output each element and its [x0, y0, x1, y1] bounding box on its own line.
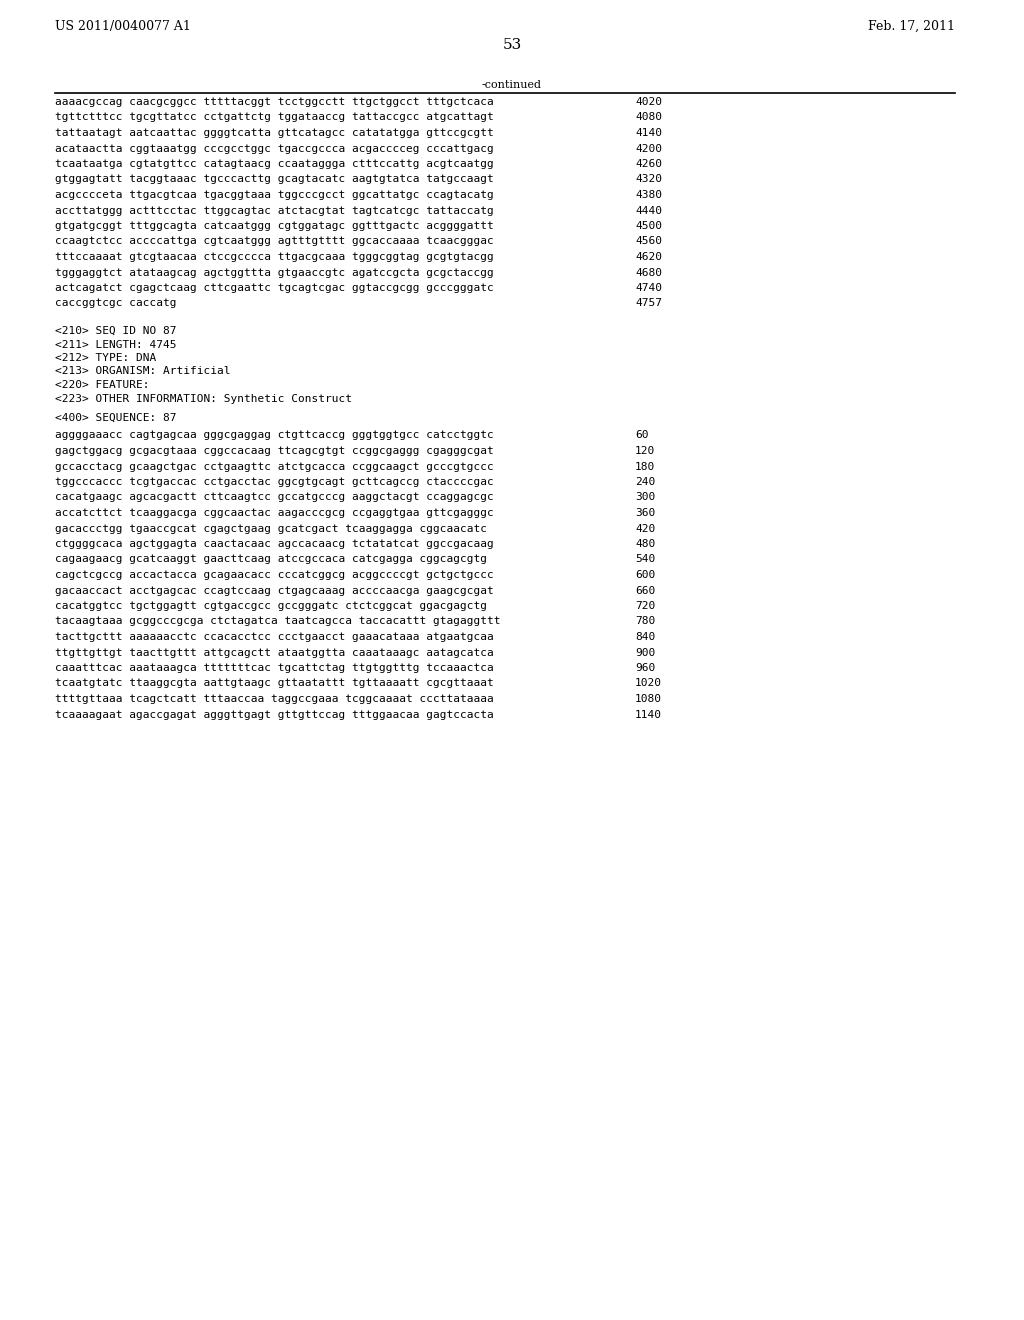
Text: cacatggtcc tgctggagtt cgtgaccgcc gccgggatc ctctcggcat ggacgagctg: cacatggtcc tgctggagtt cgtgaccgcc gccggga… [55, 601, 487, 611]
Text: <400> SEQUENCE: 87: <400> SEQUENCE: 87 [55, 413, 176, 422]
Text: cagaagaacg gcatcaaggt gaacttcaag atccgccaca catcgagga cggcagcgtg: cagaagaacg gcatcaaggt gaacttcaag atccgcc… [55, 554, 487, 565]
Text: Feb. 17, 2011: Feb. 17, 2011 [868, 20, 955, 33]
Text: tgggaggtct atataagcag agctggttta gtgaaccgtc agatccgcta gcgctaccgg: tgggaggtct atataagcag agctggttta gtgaacc… [55, 268, 494, 277]
Text: 4620: 4620 [635, 252, 662, 261]
Text: caccggtcgc caccatg: caccggtcgc caccatg [55, 298, 176, 309]
Text: cacatgaagc agcacgactt cttcaagtcc gccatgcccg aaggctacgt ccaggagcgc: cacatgaagc agcacgactt cttcaagtcc gccatgc… [55, 492, 494, 503]
Text: 4140: 4140 [635, 128, 662, 139]
Text: 300: 300 [635, 492, 655, 503]
Text: 4680: 4680 [635, 268, 662, 277]
Text: <223> OTHER INFORMATION: Synthetic Construct: <223> OTHER INFORMATION: Synthetic Const… [55, 393, 352, 404]
Text: <211> LENGTH: 4745: <211> LENGTH: 4745 [55, 339, 176, 350]
Text: aggggaaacc cagtgagcaa gggcgaggag ctgttcaccg gggtggtgcc catcctggtc: aggggaaacc cagtgagcaa gggcgaggag ctgttca… [55, 430, 494, 441]
Text: tcaataatga cgtatgttcc catagtaacg ccaataggga ctttccattg acgtcaatgg: tcaataatga cgtatgttcc catagtaacg ccaatag… [55, 158, 494, 169]
Text: tacaagtaaa gcggcccgcga ctctagatca taatcagcca taccacattt gtagaggttt: tacaagtaaa gcggcccgcga ctctagatca taatca… [55, 616, 501, 627]
Text: 60: 60 [635, 430, 648, 441]
Text: <220> FEATURE:: <220> FEATURE: [55, 380, 150, 389]
Text: 4500: 4500 [635, 220, 662, 231]
Text: 540: 540 [635, 554, 655, 565]
Text: 120: 120 [635, 446, 655, 455]
Text: gacaaccact acctgagcac ccagtccaag ctgagcaaag accccaacga gaagcgcgat: gacaaccact acctgagcac ccagtccaag ctgagca… [55, 586, 494, 595]
Text: tgttctttcc tgcgttatcc cctgattctg tggataaccg tattaccgcc atgcattagt: tgttctttcc tgcgttatcc cctgattctg tggataa… [55, 112, 494, 123]
Text: acataactta cggtaaatgg cccgcctggc tgaccgccca acgacccceg cccattgacg: acataactta cggtaaatgg cccgcctggc tgaccgc… [55, 144, 494, 153]
Text: gagctggacg gcgacgtaaa cggccacaag ttcagcgtgt ccggcgaggg cgagggcgat: gagctggacg gcgacgtaaa cggccacaag ttcagcg… [55, 446, 494, 455]
Text: cagctcgccg accactacca gcagaacacc cccatcggcg acggccccgt gctgctgccc: cagctcgccg accactacca gcagaacacc cccatcg… [55, 570, 494, 579]
Text: 240: 240 [635, 477, 655, 487]
Text: caaatttcac aaataaagca tttttttcac tgcattctag ttgtggtttg tccaaactca: caaatttcac aaataaagca tttttttcac tgcattc… [55, 663, 494, 673]
Text: aaaacgccag caacgcggcc tttttacggt tcctggcctt ttgctggcct tttgctcaca: aaaacgccag caacgcggcc tttttacggt tcctggc… [55, 96, 494, 107]
Text: 4020: 4020 [635, 96, 662, 107]
Text: 840: 840 [635, 632, 655, 642]
Text: 4200: 4200 [635, 144, 662, 153]
Text: accttatggg actttcctac ttggcagtac atctacgtat tagtcatcgc tattaccatg: accttatggg actttcctac ttggcagtac atctacg… [55, 206, 494, 215]
Text: gccacctacg gcaagctgac cctgaagttc atctgcacca ccggcaagct gcccgtgccc: gccacctacg gcaagctgac cctgaagttc atctgca… [55, 462, 494, 471]
Text: 4757: 4757 [635, 298, 662, 309]
Text: 960: 960 [635, 663, 655, 673]
Text: 4080: 4080 [635, 112, 662, 123]
Text: <210> SEQ ID NO 87: <210> SEQ ID NO 87 [55, 326, 176, 337]
Text: tcaatgtatc ttaaggcgta aattgtaagc gttaatattt tgttaaaatt cgcgttaaat: tcaatgtatc ttaaggcgta aattgtaagc gttaata… [55, 678, 494, 689]
Text: tattaatagt aatcaattac ggggtcatta gttcatagcc catatatgga gttccgcgtt: tattaatagt aatcaattac ggggtcatta gttcata… [55, 128, 494, 139]
Text: tacttgcttt aaaaaacctc ccacacctcc ccctgaacct gaaacataaa atgaatgcaa: tacttgcttt aaaaaacctc ccacacctcc ccctgaa… [55, 632, 494, 642]
Text: ctggggcaca agctggagta caactacaac agccacaacg tctatatcat ggccgacaag: ctggggcaca agctggagta caactacaac agccaca… [55, 539, 494, 549]
Text: -continued: -continued [482, 81, 542, 90]
Text: ttttgttaaa tcagctcatt tttaaccaa taggccgaaa tcggcaaaat cccttataaaa: ttttgttaaa tcagctcatt tttaaccaa taggccga… [55, 694, 494, 704]
Text: 4260: 4260 [635, 158, 662, 169]
Text: ttgttgttgt taacttgttt attgcagctt ataatggtta caaataaagc aatagcatca: ttgttgttgt taacttgttt attgcagctt ataatgg… [55, 648, 494, 657]
Text: 900: 900 [635, 648, 655, 657]
Text: 1020: 1020 [635, 678, 662, 689]
Text: US 2011/0040077 A1: US 2011/0040077 A1 [55, 20, 190, 33]
Text: 180: 180 [635, 462, 655, 471]
Text: tggcccaccc tcgtgaccac cctgacctac ggcgtgcagt gcttcagccg ctaccccgac: tggcccaccc tcgtgaccac cctgacctac ggcgtgc… [55, 477, 494, 487]
Text: tcaaaagaat agaccgagat agggttgagt gttgttccag tttggaacaa gagtccacta: tcaaaagaat agaccgagat agggttgagt gttgttc… [55, 710, 494, 719]
Text: gtgatgcggt tttggcagta catcaatggg cgtggatagc ggtttgactc acggggattt: gtgatgcggt tttggcagta catcaatggg cgtggat… [55, 220, 494, 231]
Text: <213> ORGANISM: Artificial: <213> ORGANISM: Artificial [55, 367, 230, 376]
Text: 660: 660 [635, 586, 655, 595]
Text: 600: 600 [635, 570, 655, 579]
Text: 4440: 4440 [635, 206, 662, 215]
Text: 420: 420 [635, 524, 655, 533]
Text: 1140: 1140 [635, 710, 662, 719]
Text: actcagatct cgagctcaag cttcgaattc tgcagtcgac ggtaccgcgg gcccgggatc: actcagatct cgagctcaag cttcgaattc tgcagtc… [55, 282, 494, 293]
Text: 480: 480 [635, 539, 655, 549]
Text: 720: 720 [635, 601, 655, 611]
Text: 4560: 4560 [635, 236, 662, 247]
Text: 780: 780 [635, 616, 655, 627]
Text: gtggagtatt tacggtaaac tgcccacttg gcagtacatc aagtgtatca tatgccaagt: gtggagtatt tacggtaaac tgcccacttg gcagtac… [55, 174, 494, 185]
Text: 4380: 4380 [635, 190, 662, 201]
Text: 4740: 4740 [635, 282, 662, 293]
Text: gacaccctgg tgaaccgcat cgagctgaag gcatcgact tcaaggagga cggcaacatc: gacaccctgg tgaaccgcat cgagctgaag gcatcga… [55, 524, 487, 533]
Text: 1080: 1080 [635, 694, 662, 704]
Text: tttccaaaat gtcgtaacaa ctccgcccca ttgacgcaaa tgggcggtag gcgtgtacgg: tttccaaaat gtcgtaacaa ctccgcccca ttgacgc… [55, 252, 494, 261]
Text: <212> TYPE: DNA: <212> TYPE: DNA [55, 352, 157, 363]
Text: ccaagtctcc accccattga cgtcaatggg agtttgtttt ggcaccaaaa tcaacgggac: ccaagtctcc accccattga cgtcaatggg agtttgt… [55, 236, 494, 247]
Text: 360: 360 [635, 508, 655, 517]
Text: 53: 53 [503, 38, 521, 51]
Text: 4320: 4320 [635, 174, 662, 185]
Text: accatcttct tcaaggacga cggcaactac aagacccgcg ccgaggtgaa gttcgagggc: accatcttct tcaaggacga cggcaactac aagaccc… [55, 508, 494, 517]
Text: acgcccceta ttgacgtcaa tgacggtaaa tggcccgcct ggcattatgc ccagtacatg: acgcccceta ttgacgtcaa tgacggtaaa tggcccg… [55, 190, 494, 201]
